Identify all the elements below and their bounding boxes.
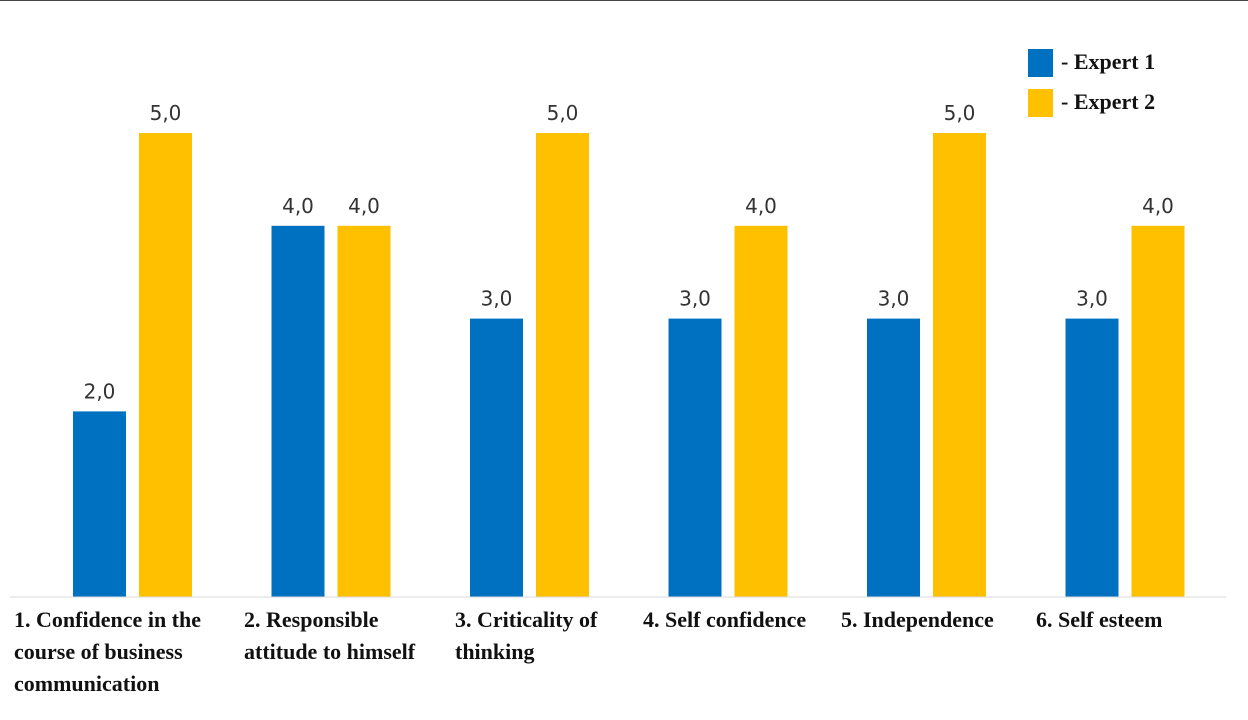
category-label: 2. Responsible attitude to himself — [244, 607, 416, 664]
legend-label: - Expert 1 — [1061, 49, 1156, 74]
data-label: 5,0 — [150, 101, 182, 125]
data-label: 4,0 — [745, 194, 777, 218]
category-label: 6. Self esteem — [1036, 607, 1163, 632]
bars-group: 2,0 4,0 3,0 3,0 3,0 3,0 5,0 4,0 5,0 4,0 5,0 4,0 — [73, 101, 1185, 598]
data-label: 4,0 — [1142, 194, 1174, 218]
data-label: 5,0 — [944, 101, 976, 125]
bar-series-2 — [734, 225, 788, 598]
data-label: 4,0 — [348, 194, 380, 218]
data-label: 2,0 — [84, 379, 116, 403]
legend-item-expert-1: - Expert 1 — [1028, 46, 1238, 78]
bar-series-1 — [1065, 318, 1119, 597]
data-label: 5,0 — [547, 101, 579, 125]
legend-item-expert-2: - Expert 2 — [1028, 86, 1238, 118]
data-label: 3,0 — [679, 287, 711, 311]
data-label: 3,0 — [878, 287, 910, 311]
bar-series-2 — [536, 133, 589, 597]
bar-series-2 — [337, 225, 391, 598]
category-label: 3. Criticality of thinking — [455, 607, 598, 664]
bar-series-2 — [933, 133, 986, 597]
category-label: 5. Independence — [841, 607, 994, 632]
bar-series-1 — [271, 225, 325, 598]
data-label: 3,0 — [481, 287, 513, 311]
legend-swatch — [1028, 89, 1053, 117]
category-label: 4. Self confidence — [643, 607, 807, 632]
bar-series-1 — [668, 318, 722, 597]
bar-series-1 — [73, 411, 126, 597]
bar-series-2 — [1131, 225, 1185, 598]
bar-series-1 — [867, 318, 920, 597]
category-label: 1. Confidence in the course of business … — [14, 607, 201, 696]
bar-series-1 — [470, 318, 523, 597]
legend-label: - Expert 2 — [1061, 89, 1156, 114]
data-label: 4,0 — [282, 194, 314, 218]
legend-swatch — [1028, 49, 1053, 77]
data-label: 3,0 — [1076, 287, 1108, 311]
bar-series-2 — [139, 133, 192, 597]
